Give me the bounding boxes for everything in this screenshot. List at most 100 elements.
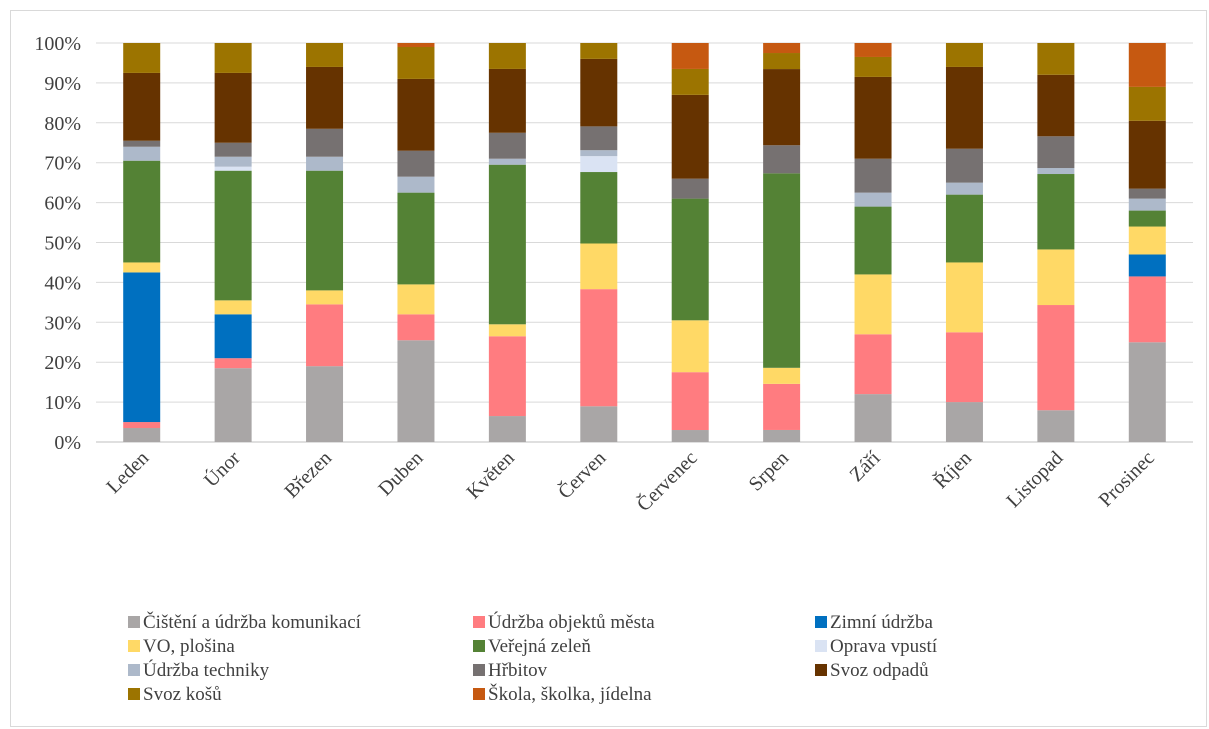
- bar-segment: [397, 150, 435, 177]
- bar-segment: [854, 158, 892, 193]
- bar-segment: [580, 126, 618, 151]
- bar-segment: [854, 76, 892, 159]
- legend-swatch: [128, 640, 140, 652]
- bar-segment: [945, 194, 983, 263]
- x-tick-label: Prosinec: [1095, 447, 1159, 511]
- bar-segment: [671, 372, 709, 431]
- legend-swatch: [815, 640, 827, 652]
- bar-segment: [580, 172, 618, 244]
- bar-segment: [214, 43, 252, 73]
- bar-segment: [488, 43, 526, 69]
- bar-segment: [671, 320, 709, 373]
- y-tick-label: 70%: [44, 153, 81, 175]
- x-tick-label: Únor: [199, 445, 245, 491]
- bar-segment: [1128, 254, 1166, 277]
- bar-segment: [214, 300, 252, 315]
- bar-segment: [945, 332, 983, 403]
- legend-swatch: [473, 664, 485, 676]
- bar-segment: [580, 58, 618, 127]
- legend-label: Veřejná zeleň: [488, 636, 591, 657]
- bar-segment: [214, 166, 252, 171]
- y-tick-label: 20%: [44, 352, 81, 374]
- bar-segment: [123, 140, 161, 147]
- bar-segment: [1128, 86, 1166, 121]
- x-tick-label: Září: [845, 447, 884, 486]
- bar-segment: [306, 156, 344, 171]
- bar-segment: [123, 72, 161, 141]
- stacked-bar-chart: 0% 10% 20% 30% 40% 50% 60% 70% 80% 90% 100% Leden Ú…: [34, 33, 1193, 705]
- legend-swatch: [815, 616, 827, 628]
- bar-segment: [1037, 43, 1075, 75]
- legend-swatch: [473, 688, 485, 700]
- bar-segment: [397, 46, 435, 79]
- bar-segment: [214, 368, 252, 442]
- bar-segment: [123, 428, 161, 442]
- y-tick-label: 80%: [44, 113, 81, 135]
- bar-segment: [306, 290, 344, 305]
- y-tick-label: 100%: [34, 33, 81, 55]
- y-tick-label: 30%: [44, 312, 81, 334]
- y-tick-label: 10%: [44, 392, 81, 414]
- bar-segment: [945, 402, 983, 442]
- bar-segment: [397, 192, 435, 285]
- chart-frame: 0% 10% 20% 30% 40% 50% 60% 70% 80% 90% 100% Leden Ú…: [10, 10, 1207, 727]
- bar-segment: [580, 156, 618, 173]
- bar-segment: [580, 150, 618, 157]
- legend-label: VO, plošina: [143, 636, 235, 657]
- legend: Čištění a údržba komunikací Údržba objekt…: [128, 611, 938, 705]
- bar-segment: [763, 69, 801, 146]
- bar-segment: [671, 178, 709, 199]
- bar-segment: [1128, 120, 1166, 189]
- x-tick-label: Duben: [374, 447, 427, 500]
- bar-segment: [214, 358, 252, 369]
- bar-segment: [306, 66, 344, 129]
- bar-segment: [123, 272, 161, 423]
- bar-segment: [306, 170, 344, 291]
- bar-segment: [671, 43, 709, 69]
- y-tick-label: 50%: [44, 233, 81, 255]
- bar-segment: [945, 43, 983, 67]
- bar-segment: [854, 56, 892, 77]
- x-axis-ticks: Leden Únor Březen Duben Květen Červen Červenec…: [102, 445, 1159, 516]
- legend-label: Škola, školka, jídelna: [488, 683, 652, 705]
- bar-segment: [945, 262, 983, 333]
- bar-segment: [397, 284, 435, 315]
- bar-segment: [854, 334, 892, 395]
- bar-segment: [488, 416, 526, 442]
- x-tick-label: Červenec: [631, 445, 701, 515]
- bar-segment: [1128, 43, 1166, 87]
- legend-label: Svoz odpadů: [830, 660, 929, 681]
- bar-segment: [580, 43, 618, 59]
- bar-segment: [1037, 174, 1075, 250]
- x-tick-label: Srpen: [745, 447, 794, 496]
- bar-segment: [214, 72, 252, 143]
- bar-segment: [1128, 342, 1166, 442]
- y-tick-label: 0%: [54, 432, 81, 454]
- legend-swatch: [473, 616, 485, 628]
- bar-segment: [214, 170, 252, 301]
- bar-segment: [763, 53, 801, 70]
- bar-segment: [1037, 305, 1075, 411]
- bar-segment: [214, 156, 252, 167]
- bar-segment: [580, 406, 618, 442]
- x-tick-label: Květen: [463, 447, 519, 503]
- bar-segment: [945, 66, 983, 149]
- legend-swatch: [473, 640, 485, 652]
- bar-segment: [123, 43, 161, 73]
- bar-segment: [1037, 249, 1075, 306]
- bar-segment: [580, 243, 618, 290]
- bar-segment: [306, 128, 344, 157]
- bar-segment: [945, 148, 983, 183]
- bar-segment: [671, 430, 709, 442]
- bar-segment: [488, 336, 526, 417]
- x-tick-label: Říjen: [929, 446, 976, 493]
- bar-segment: [1128, 188, 1166, 199]
- x-tick-label: Listopad: [1002, 447, 1067, 512]
- bar-segment: [945, 182, 983, 195]
- bar-segment: [306, 43, 344, 67]
- grid-lines: [96, 42, 1193, 443]
- x-tick-label: Leden: [102, 447, 153, 498]
- legend-label: Zimní údržba: [830, 612, 933, 633]
- bar-segment: [397, 43, 435, 47]
- legend-label: Svoz košů: [143, 684, 222, 705]
